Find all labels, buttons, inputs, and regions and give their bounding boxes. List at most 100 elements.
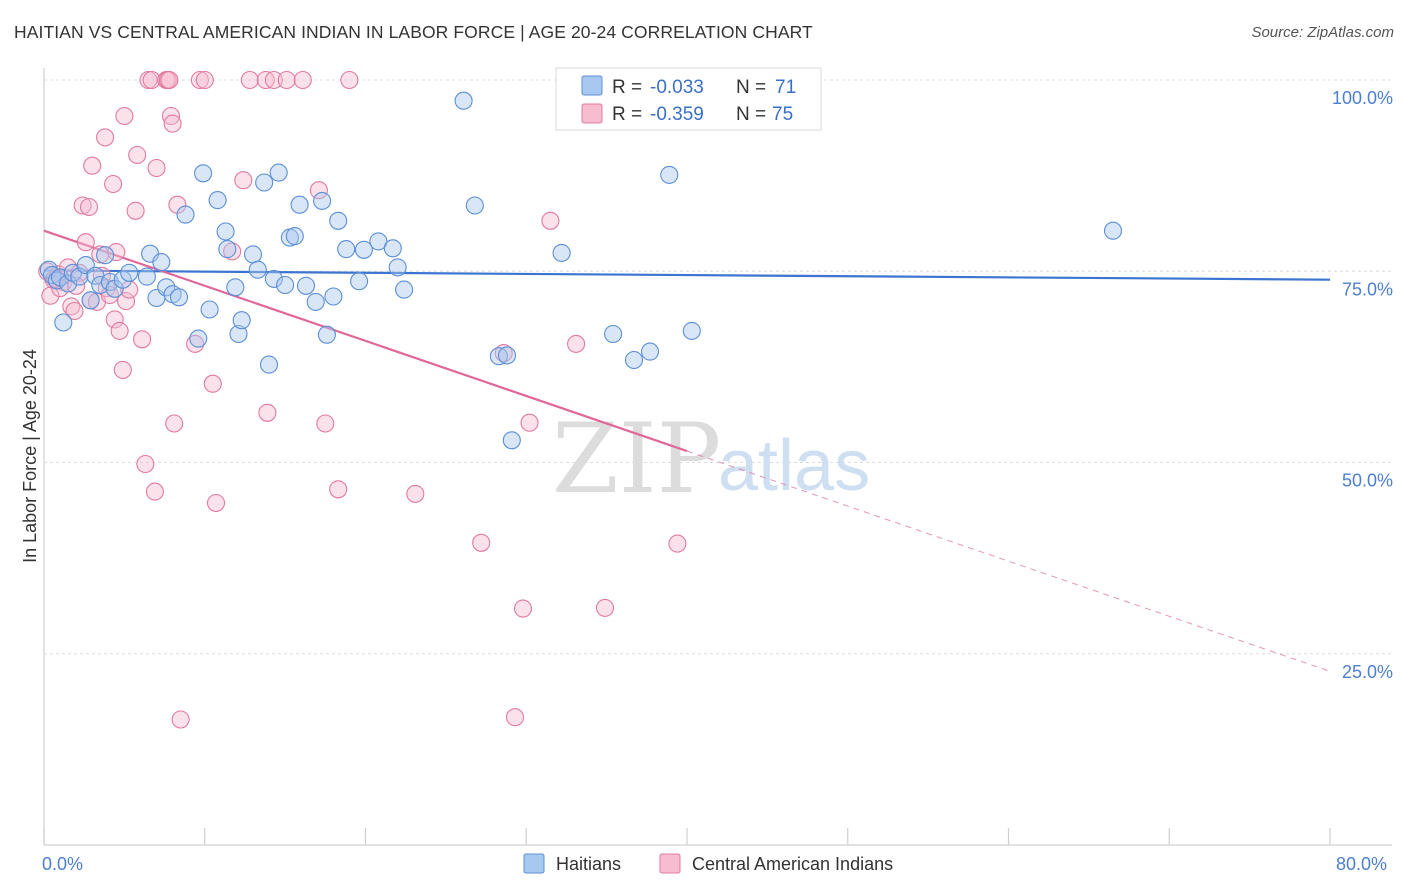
source-label: Source: ZipAtlas.com bbox=[1251, 24, 1394, 41]
central-american-indians-point-69 bbox=[567, 334, 586, 353]
central-american-indians-point-51 bbox=[240, 70, 259, 90]
central-american-indians-point-34 bbox=[145, 482, 164, 501]
x-tick-label-min: 0.0% bbox=[42, 854, 83, 874]
haitians-point-39 bbox=[269, 163, 288, 182]
central-american-indians-points bbox=[38, 70, 687, 729]
legend-n-label-2: N = bbox=[736, 104, 766, 125]
haitians-point-52 bbox=[354, 240, 373, 259]
haitians-point-31 bbox=[226, 278, 245, 297]
haitians-point-64 bbox=[624, 350, 644, 370]
haitians-point-9 bbox=[81, 291, 100, 310]
haitians-point-50 bbox=[337, 240, 356, 259]
haitians-point-43 bbox=[290, 195, 309, 214]
haitians-points bbox=[39, 91, 1123, 450]
central-american-indians-point-25 bbox=[115, 106, 134, 126]
central-american-indians-point-44 bbox=[186, 334, 205, 353]
central-american-indians-point-47 bbox=[203, 374, 222, 393]
central-american-indians-point-38 bbox=[160, 70, 179, 90]
bottom-legend-label-central-american-indians: Central American Indians bbox=[692, 854, 893, 874]
haitians-point-2 bbox=[47, 271, 66, 290]
central-american-indians-point-24 bbox=[113, 360, 132, 379]
trend-line-central-american-indians bbox=[43, 229, 688, 453]
series-legend: Haitians Central American Indians bbox=[523, 853, 893, 874]
legend-r-label-1: R = bbox=[612, 77, 642, 98]
x-axis-ticks bbox=[43, 828, 1331, 845]
haitians-point-67 bbox=[682, 321, 701, 340]
haitians-point-20 bbox=[152, 253, 171, 272]
central-american-indians-point-60 bbox=[340, 70, 359, 90]
central-american-indians-point-29 bbox=[128, 145, 147, 165]
y-tick-labels: 25.0% 50.0% 75.0% 100.0% bbox=[1332, 88, 1393, 682]
central-american-indians-point-57 bbox=[309, 181, 328, 200]
central-american-indians-point-53 bbox=[258, 403, 277, 422]
haitians-point-45 bbox=[306, 292, 325, 311]
central-american-indians-point-45 bbox=[190, 70, 209, 90]
central-american-indians-point-46 bbox=[195, 70, 214, 90]
haitians-point-15 bbox=[113, 270, 132, 289]
watermark-zip: ZIP bbox=[552, 403, 721, 515]
legend-swatch-central-american-indians bbox=[581, 103, 603, 124]
y-tick-label-25: 25.0% bbox=[1342, 662, 1393, 682]
haitians-point-44 bbox=[296, 276, 316, 295]
haitians-point-5 bbox=[59, 274, 78, 293]
legend-n-value-2: 75 bbox=[772, 104, 793, 125]
central-american-indians-point-11 bbox=[79, 197, 99, 217]
haitians-point-33 bbox=[232, 311, 251, 330]
haitians-point-54 bbox=[383, 239, 402, 258]
central-american-indians-point-59 bbox=[329, 480, 348, 499]
y-tick-label-75: 75.0% bbox=[1342, 279, 1393, 299]
y-tick-label-100: 100.0% bbox=[1332, 88, 1393, 108]
central-american-indians-point-17 bbox=[96, 128, 115, 147]
haitians-point-57 bbox=[454, 91, 473, 110]
central-american-indians-point-48 bbox=[206, 493, 226, 513]
haitians-point-60 bbox=[497, 346, 517, 365]
central-american-indians-point-39 bbox=[161, 106, 181, 126]
central-american-indians-point-43 bbox=[171, 710, 190, 729]
central-american-indians-point-10 bbox=[76, 233, 95, 252]
central-american-indians-point-22 bbox=[107, 243, 126, 262]
legend-n-label-1: N = bbox=[736, 77, 766, 98]
haitians-point-55 bbox=[388, 258, 407, 277]
haitians-point-38 bbox=[264, 269, 283, 288]
central-american-indians-point-20 bbox=[104, 174, 123, 194]
haitians-point-27 bbox=[200, 300, 219, 319]
haitians-point-4 bbox=[54, 313, 73, 332]
central-american-indians-point-23 bbox=[110, 321, 129, 340]
stats-legend: R = -0.033 N = 71 R = -0.359 N = 75 bbox=[555, 67, 822, 131]
central-american-indians-point-50 bbox=[234, 171, 253, 190]
central-american-indians-point-56 bbox=[293, 70, 312, 90]
central-american-indians-point-67 bbox=[541, 211, 560, 230]
haitians-point-17 bbox=[137, 267, 156, 286]
haitians-point-46 bbox=[313, 191, 332, 210]
haitians-point-34 bbox=[243, 245, 263, 264]
central-american-indians-point-21 bbox=[105, 310, 124, 329]
haitians-point-29 bbox=[216, 222, 235, 241]
haitians-point-47 bbox=[317, 325, 336, 344]
central-american-indians-point-35 bbox=[147, 158, 166, 178]
haitians-point-35 bbox=[248, 260, 267, 279]
legend-r-label-2: R = bbox=[612, 104, 642, 125]
trend-line-haitians bbox=[43, 269, 1331, 281]
central-american-indians-point-71 bbox=[668, 534, 687, 553]
haitians-point-49 bbox=[329, 211, 348, 230]
central-american-indians-point-40 bbox=[163, 114, 182, 133]
central-american-indians-point-66 bbox=[520, 413, 539, 432]
legend-n-value-1: 71 bbox=[775, 77, 796, 98]
haitians-point-42 bbox=[285, 227, 304, 246]
central-american-indians-point-9 bbox=[73, 196, 92, 215]
haitians-point-68 bbox=[1103, 221, 1123, 240]
trend-lines bbox=[43, 229, 1331, 672]
legend-r-value-1: -0.033 bbox=[650, 77, 704, 98]
central-american-indians-point-7 bbox=[65, 301, 84, 321]
central-american-indians-point-28 bbox=[126, 201, 145, 220]
gridlines bbox=[44, 79, 1392, 655]
central-american-indians-point-65 bbox=[513, 599, 533, 618]
central-american-indians-point-13 bbox=[83, 156, 102, 175]
haitians-point-53 bbox=[369, 232, 388, 251]
watermark-atlas: atlas bbox=[718, 426, 870, 506]
haitians-point-26 bbox=[194, 164, 213, 183]
central-american-indians-point-64 bbox=[505, 708, 525, 727]
haitians-point-56 bbox=[395, 280, 414, 299]
legend-r-value-2: -0.359 bbox=[650, 104, 704, 125]
haitians-point-58 bbox=[465, 196, 484, 215]
